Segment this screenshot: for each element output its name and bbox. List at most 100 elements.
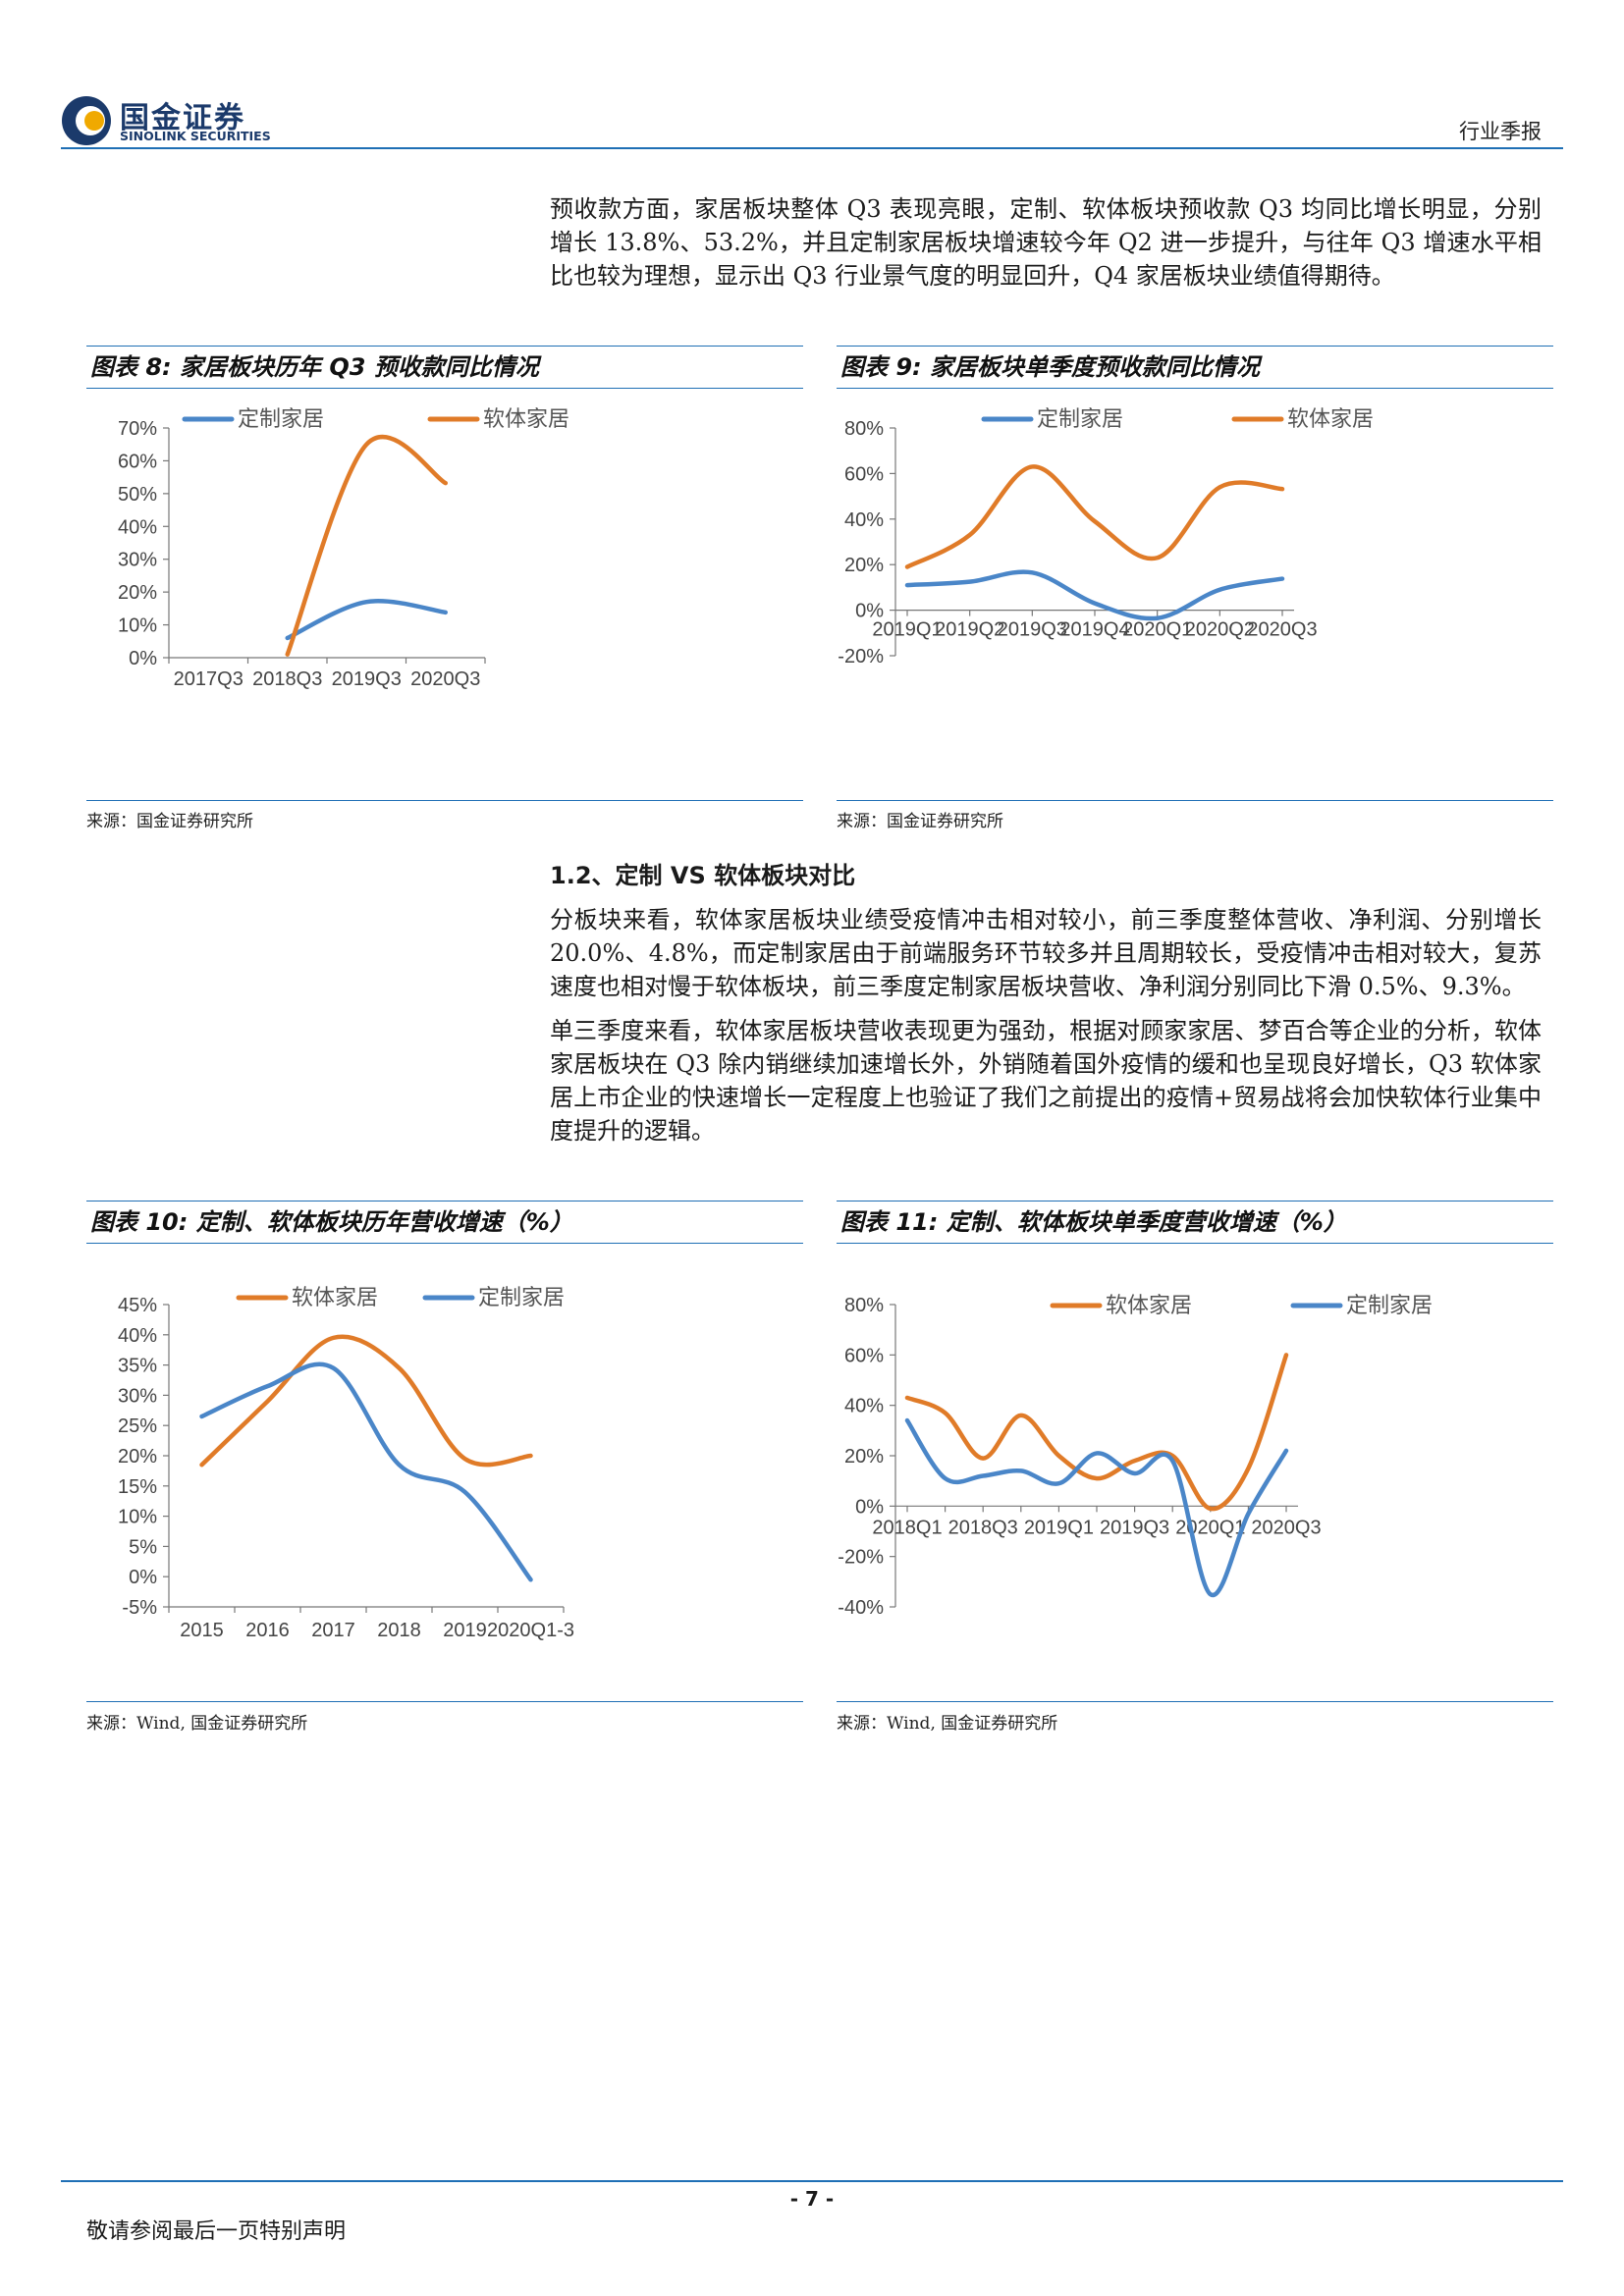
figure-8-source: 来源：国金证券研究所	[86, 812, 253, 831]
figure-9-title: 图表 9: 家居板块单季度预收款同比情况	[837, 346, 1553, 389]
x-tick-label: 2019Q1	[872, 619, 942, 641]
legend-label: 定制家居	[478, 1285, 565, 1309]
logo-text-cn: 国金证券	[120, 101, 245, 135]
series-line-2	[285, 434, 448, 657]
figure-10-chart: -5% 0% 5% 10% 15% 20% 25% 30% 35% 40% 45% 2015 2016 2…	[118, 1285, 574, 1641]
y-tick-label: 80%	[844, 1295, 884, 1316]
paragraph-prepayments: 预收款方面，家居板块整体 Q3 表现亮眼，定制、软体板块预收款 Q3 均同比增长…	[550, 195, 1542, 290]
y-tick-label: 10%	[118, 615, 157, 637]
series-line-1	[904, 1353, 1289, 1512]
x-tick-label: 2019Q3	[332, 668, 402, 690]
y-tick-label: 5%	[129, 1536, 157, 1558]
figure-10-bottom-rule	[86, 1701, 803, 1702]
figure-9: 图表 9: 家居板块单季度预收款同比情况 -20% 0% 20% 40% 60% 80% 2…	[837, 346, 1553, 836]
y-tick-label: 20%	[118, 582, 157, 604]
header-divider	[61, 147, 1563, 149]
figure-8-bottom-rule	[86, 800, 803, 801]
figure-10-title: 图表 10: 定制、软体板块历年营收增速（%）	[86, 1201, 803, 1244]
section-paragraph-block: 分板块来看，软体家居板块业绩受疫情冲击相对较小，前三季度整体营收、净利润、分别增…	[550, 903, 1542, 1158]
x-tick-label: 2020Q1	[1122, 619, 1192, 641]
y-tick-label: 40%	[118, 1325, 157, 1347]
legend-label: 软体家居	[1287, 406, 1374, 431]
y-tick-label: 20%	[844, 555, 884, 576]
figure-9-bottom-rule	[837, 800, 1553, 801]
series-line-1	[199, 1334, 533, 1468]
figure-8-chart: 0% 10% 20% 30% 40% 50% 60% 70% 2017Q3 2018Q3 2019Q…	[118, 406, 569, 690]
legend-label: 定制家居	[1346, 1293, 1433, 1317]
figure-11-chart: -40% -20% 0% 20% 40% 60% 80% 2018Q1 2018Q3 2019Q1…	[838, 1293, 1433, 1619]
legend-label: 定制家居	[238, 406, 324, 431]
legend-label: 软体家居	[1106, 1293, 1192, 1317]
company-logo: 国金证券 SINOLINK SECURITIES	[61, 93, 297, 148]
y-tick-label: 0%	[855, 1496, 884, 1518]
x-tick-label: 2019Q3	[998, 619, 1067, 641]
x-tick-label: 2017Q3	[174, 668, 244, 690]
x-tick-label: 2019Q3	[1100, 1517, 1169, 1538]
y-tick-label: -40%	[838, 1597, 884, 1619]
figure-8-title: 图表 8: 家居板块历年 Q3 预收款同比情况	[86, 346, 803, 389]
x-tick-label: 2016	[245, 1620, 290, 1641]
x-tick-label: 2020Q1-3	[487, 1620, 574, 1641]
x-tick-label: 2020Q2	[1185, 619, 1255, 641]
x-tick-label: 2018Q3	[252, 668, 322, 690]
y-tick-label: 0%	[129, 648, 157, 669]
paragraph-q3-analysis: 单三季度来看，软体家居板块营收表现更为强劲，根据对顾家家居、梦百合等企业的分析，…	[550, 1017, 1542, 1145]
y-tick-label: -20%	[838, 646, 884, 667]
x-tick-label: 2018	[377, 1620, 421, 1641]
legend-label: 软体家居	[292, 1285, 378, 1309]
logo-text-en: SINOLINK SECURITIES	[120, 129, 271, 143]
x-tick-label: 2015	[180, 1620, 224, 1641]
figure-10: 图表 10: 定制、软体板块历年营收增速（%） -5% 0% 5% 10% 15% 20%…	[86, 1201, 803, 1750]
footer-divider	[61, 2180, 1563, 2182]
y-tick-label: 25%	[118, 1415, 157, 1437]
figure-9-chart: -20% 0% 20% 40% 60% 80% 2019Q12019Q22019Q32019…	[838, 406, 1374, 667]
x-tick-label: 2019	[443, 1620, 487, 1641]
figure-10-source: 来源：Wind, 国金证券研究所	[86, 1714, 308, 1734]
report-type: 行业季报	[1459, 120, 1542, 143]
figure-11-title: 图表 11: 定制、软体板块单季度营收增速（%）	[837, 1201, 1553, 1244]
page-number: - 7 -	[789, 2187, 835, 2211]
y-tick-label: 0%	[129, 1567, 157, 1588]
y-tick-label: 35%	[118, 1356, 157, 1377]
y-tick-label: 50%	[118, 484, 157, 506]
y-tick-label: 20%	[844, 1446, 884, 1468]
y-tick-label: 0%	[855, 601, 884, 622]
y-tick-label: 60%	[844, 463, 884, 485]
y-tick-label: 30%	[118, 550, 157, 571]
x-tick-label: 2018Q1	[872, 1517, 942, 1538]
y-tick-label: 70%	[118, 418, 157, 440]
logo-mark-icon	[62, 96, 111, 145]
x-tick-label: 2017	[311, 1620, 355, 1641]
intro-paragraph-block: 预收款方面，家居板块整体 Q3 表现亮眼，定制、软体板块预收款 Q3 均同比增长…	[550, 192, 1542, 303]
disclaimer: 敬请参阅最后一页特别声明	[86, 2219, 347, 2244]
series-line-2	[199, 1362, 533, 1582]
paragraph-segment-comparison: 分板块来看，软体家居板块业绩受疫情冲击相对较小，前三季度整体营收、净利润、分别增…	[550, 906, 1542, 1000]
y-tick-label: 15%	[118, 1476, 157, 1498]
legend-label: 定制家居	[1037, 406, 1123, 431]
x-tick-label: 2019Q1	[1024, 1517, 1094, 1538]
series-line-1	[285, 599, 448, 641]
y-tick-label: 30%	[118, 1385, 157, 1407]
y-tick-label: 80%	[844, 418, 884, 440]
section-title: 1.2、定制 VS 软体板块对比	[550, 862, 856, 889]
series-line-2	[904, 1417, 1289, 1598]
x-tick-label: 2020Q1	[1175, 1517, 1245, 1538]
y-tick-label: -20%	[838, 1547, 884, 1569]
y-tick-label: 40%	[844, 509, 884, 531]
y-tick-label: 60%	[844, 1345, 884, 1366]
figure-9-source: 来源：国金证券研究所	[837, 812, 1003, 831]
y-tick-label: -5%	[122, 1597, 157, 1619]
y-tick-label: 40%	[118, 516, 157, 538]
x-tick-label: 2020Q3	[1247, 619, 1317, 641]
figure-11-bottom-rule	[837, 1701, 1553, 1702]
series-line-2	[904, 464, 1285, 569]
x-tick-label: 2020Q3	[410, 668, 480, 690]
x-tick-label: 2018Q3	[948, 1517, 1018, 1538]
y-tick-label: 10%	[118, 1507, 157, 1528]
figure-8: 图表 8: 家居板块历年 Q3 预收款同比情况 0% 10% 20% 30% 40% 50…	[86, 346, 803, 836]
legend-label: 软体家居	[483, 406, 569, 431]
x-tick-label: 2019Q2	[935, 619, 1004, 641]
y-tick-label: 40%	[844, 1396, 884, 1417]
figure-11-source: 来源：Wind, 国金证券研究所	[837, 1714, 1058, 1734]
x-tick-label: 2020Q3	[1251, 1517, 1321, 1538]
